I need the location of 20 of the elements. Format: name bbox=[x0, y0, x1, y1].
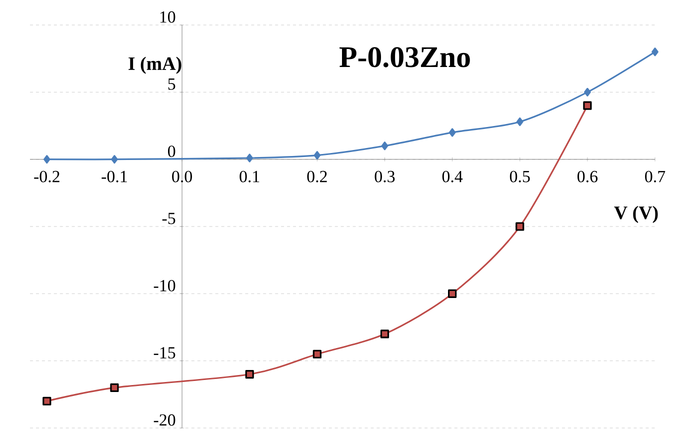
y-tick-label: -15 bbox=[154, 347, 176, 359]
x-tick-label: 0.6 bbox=[577, 170, 598, 182]
y-tick-label: 10 bbox=[160, 11, 176, 23]
x-tick-label: 0.3 bbox=[374, 170, 395, 182]
x-tick-label: 0.5 bbox=[510, 170, 530, 182]
y-tick-label: -20 bbox=[154, 414, 176, 426]
y-axis-title: I (mA) bbox=[128, 56, 182, 74]
y-tick-label: 0 bbox=[168, 146, 176, 158]
x-axis-title: V (V) bbox=[614, 206, 658, 223]
y-tick-label: -10 bbox=[154, 280, 176, 292]
x-tick-label: -0.2 bbox=[34, 170, 60, 182]
y-tick-label: -5 bbox=[162, 212, 176, 224]
y-tick-label: 5 bbox=[168, 78, 176, 90]
text: P-0.03Zno bbox=[340, 47, 470, 68]
x-tick-label: 0.2 bbox=[307, 170, 327, 182]
x-tick-label: -0.1 bbox=[102, 170, 127, 182]
x-tick-label: 0.4 bbox=[442, 170, 463, 182]
x-tick-label: 0.7 bbox=[645, 170, 666, 182]
x-tick-label: 0.0 bbox=[172, 170, 192, 182]
x-tick-label: 0.1 bbox=[240, 170, 260, 182]
